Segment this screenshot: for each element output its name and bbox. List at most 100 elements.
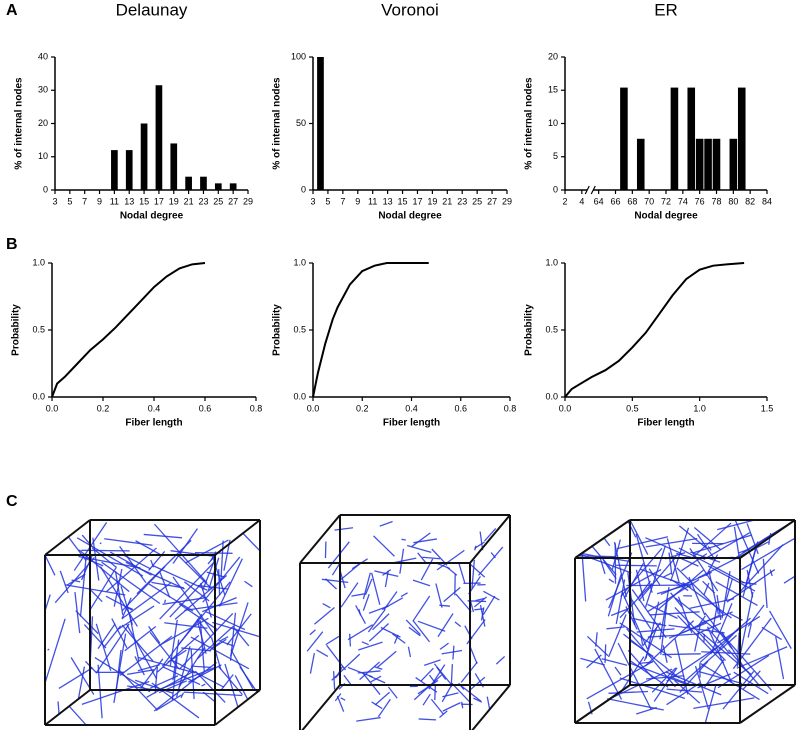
x-tick-label: 23 bbox=[198, 196, 208, 206]
fiber bbox=[479, 604, 486, 627]
fiber bbox=[356, 716, 381, 722]
bar bbox=[729, 138, 738, 190]
fiber bbox=[239, 666, 258, 693]
fiber bbox=[603, 537, 611, 547]
fiber bbox=[185, 539, 229, 564]
fiber bbox=[218, 558, 243, 607]
fiber bbox=[408, 626, 421, 637]
fiber bbox=[210, 637, 222, 670]
x-tick-label: 3 bbox=[52, 196, 57, 206]
x-tick-label: 5 bbox=[325, 196, 330, 206]
fiber bbox=[417, 552, 427, 564]
fiber bbox=[678, 525, 707, 549]
fiber bbox=[244, 580, 253, 588]
fiber bbox=[155, 694, 182, 711]
fiber bbox=[172, 639, 180, 681]
fiber bbox=[702, 580, 716, 594]
y-tick-label: 1.0 bbox=[293, 257, 306, 267]
x-tick-label: 11 bbox=[110, 196, 119, 206]
y-tick-label: 0.0 bbox=[32, 391, 45, 401]
fiber bbox=[114, 571, 124, 615]
x-tick-label: 11 bbox=[368, 196, 377, 206]
fiber bbox=[461, 701, 464, 709]
x-tick-label: 64 bbox=[594, 196, 604, 206]
fiber bbox=[742, 541, 759, 597]
x-tick-label: 74 bbox=[678, 196, 688, 206]
fiber bbox=[710, 631, 731, 655]
fiber bbox=[688, 576, 706, 616]
fiber bbox=[196, 618, 212, 639]
fiber bbox=[234, 675, 249, 700]
x-axis-label: Nodal degree bbox=[378, 211, 442, 222]
fiber bbox=[662, 653, 701, 656]
fiber bbox=[135, 540, 164, 557]
fiber bbox=[229, 602, 249, 657]
fiber bbox=[412, 579, 431, 587]
fiber bbox=[436, 562, 451, 570]
fiber bbox=[44, 554, 56, 576]
fiber bbox=[339, 571, 346, 589]
fiber bbox=[458, 562, 466, 584]
fiber bbox=[701, 651, 751, 655]
x-tick-label: 9 bbox=[355, 196, 360, 206]
fiber bbox=[442, 702, 461, 712]
fiber bbox=[149, 631, 180, 670]
network-cube bbox=[299, 514, 511, 730]
fiber bbox=[202, 561, 215, 591]
fiber bbox=[76, 537, 144, 577]
x-axis-label: Nodal degree bbox=[120, 211, 184, 222]
cube-edge bbox=[574, 684, 631, 724]
fiber bbox=[95, 623, 130, 674]
fiber bbox=[666, 688, 703, 693]
x-tick-label: 82 bbox=[745, 196, 755, 206]
x-tick-label: 0.4 bbox=[405, 403, 418, 413]
fiber bbox=[113, 568, 123, 607]
fiber bbox=[666, 538, 680, 583]
fiber bbox=[405, 619, 421, 636]
fiber bbox=[326, 644, 347, 671]
fiber bbox=[700, 662, 760, 701]
x-tick-label: 84 bbox=[762, 196, 772, 206]
fiber bbox=[672, 677, 692, 686]
fiber bbox=[632, 617, 667, 627]
fiber bbox=[358, 641, 383, 651]
fiber bbox=[635, 533, 653, 593]
fiber bbox=[668, 552, 673, 575]
fiber bbox=[148, 583, 194, 612]
cdf-line bbox=[564, 262, 745, 398]
fiber bbox=[644, 545, 667, 608]
fiber bbox=[99, 566, 138, 627]
fiber bbox=[578, 555, 617, 558]
y-tick-label: 10 bbox=[38, 151, 48, 161]
fiber bbox=[309, 629, 316, 636]
fiber bbox=[670, 592, 683, 608]
fiber bbox=[379, 520, 393, 527]
fiber bbox=[201, 683, 206, 687]
fiber bbox=[78, 555, 141, 569]
x-tick-label: 3 bbox=[310, 196, 315, 206]
chart-title: ER bbox=[654, 0, 678, 19]
fiber bbox=[682, 581, 732, 619]
fiber bbox=[666, 682, 701, 706]
fiber bbox=[726, 568, 776, 603]
fiber bbox=[433, 663, 452, 685]
y-tick-label: 0.5 bbox=[32, 324, 45, 334]
y-tick-label: 0.0 bbox=[293, 391, 306, 401]
bar bbox=[712, 138, 721, 190]
network-cube bbox=[574, 519, 796, 724]
fiber bbox=[428, 674, 436, 684]
fiber bbox=[474, 545, 477, 551]
fiber bbox=[638, 580, 651, 598]
fiber bbox=[746, 569, 754, 598]
y-tick-label: 100 bbox=[291, 51, 306, 61]
panel-label: A bbox=[6, 2, 18, 19]
fiber bbox=[611, 539, 621, 570]
fiber bbox=[473, 697, 483, 703]
fiber bbox=[454, 621, 462, 628]
fiber bbox=[364, 578, 373, 596]
cube-edge bbox=[44, 519, 91, 556]
fiber bbox=[351, 593, 365, 597]
x-tick-label: 4 bbox=[579, 196, 584, 206]
chart-title: Delaunay bbox=[116, 0, 188, 19]
